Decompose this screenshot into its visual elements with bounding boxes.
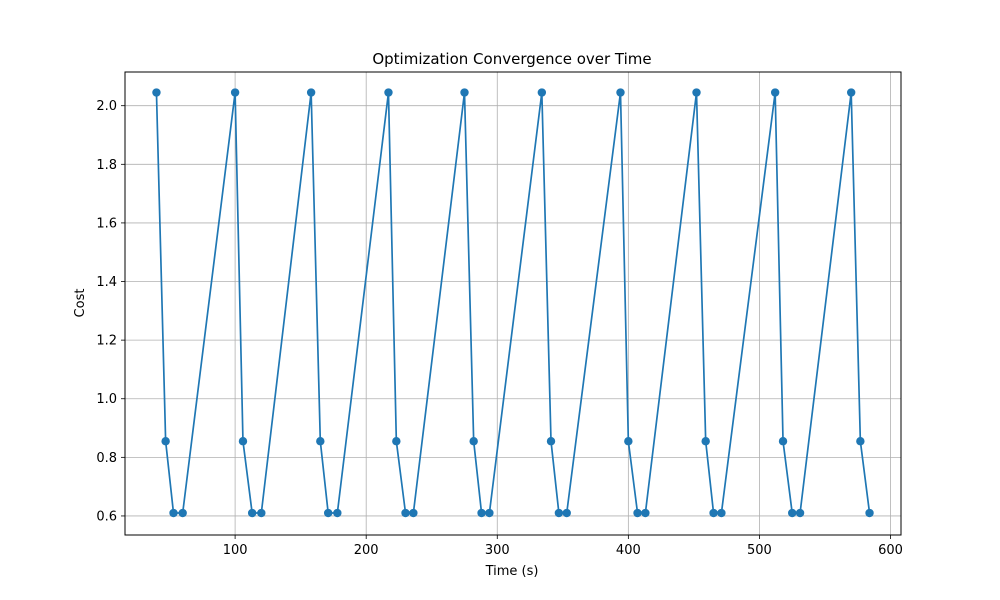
y-tick-label: 1.8 <box>96 158 117 173</box>
data-point <box>485 508 494 518</box>
y-tick-label: 2.0 <box>96 99 117 114</box>
data-point <box>333 508 342 518</box>
y-tick-label: 1.6 <box>96 216 117 231</box>
x-axis-label: Time (s) <box>485 564 539 579</box>
y-tick-label: 1.0 <box>96 392 117 407</box>
data-point <box>230 88 240 97</box>
data-point <box>384 88 393 97</box>
data-point <box>778 437 788 446</box>
data-point <box>624 437 633 446</box>
data-point <box>323 508 333 518</box>
series-layer <box>152 88 874 518</box>
data-point <box>709 508 718 518</box>
data-point <box>401 508 410 518</box>
y-tick-label: 1.2 <box>96 334 117 349</box>
data-point <box>306 88 316 97</box>
x-tick-label: 200 <box>354 543 379 558</box>
data-point <box>257 508 266 518</box>
data-point <box>692 88 701 97</box>
data-point <box>161 437 170 446</box>
data-point <box>247 508 257 518</box>
data-point <box>460 88 469 97</box>
x-tick-label: 500 <box>747 543 772 558</box>
data-point <box>238 437 248 446</box>
data-point <box>795 508 805 518</box>
x-tick-label: 300 <box>485 543 510 558</box>
data-point <box>633 508 642 518</box>
data-point <box>788 508 797 518</box>
chart-title: Optimization Convergence over Time <box>372 50 651 68</box>
y-tick-label: 0.6 <box>96 509 117 524</box>
data-point <box>846 88 856 97</box>
data-point <box>409 508 418 518</box>
series-line <box>155 91 871 514</box>
data-point <box>316 437 325 446</box>
y-axis-ticks: 0.6 0.8 1.0 1.2 1.4 1.6 1.8 2.0 <box>96 99 125 524</box>
x-tick-label: 100 <box>223 543 248 558</box>
x-tick-label: 600 <box>878 543 903 558</box>
data-point <box>562 508 571 518</box>
x-axis-ticks: 100 200 300 400 500 600 <box>223 535 903 558</box>
data-point <box>469 437 478 446</box>
data-point <box>178 508 187 518</box>
data-point <box>546 437 556 446</box>
data-point <box>717 508 726 518</box>
data-point <box>537 88 547 97</box>
y-tick-label: 1.4 <box>96 275 117 290</box>
plot-frame <box>124 71 902 536</box>
x-tick-label: 400 <box>616 543 641 558</box>
data-point <box>641 508 650 518</box>
grid <box>125 72 901 535</box>
data-point <box>477 508 486 518</box>
data-point <box>169 508 178 518</box>
data-point <box>392 437 401 446</box>
data-point <box>152 88 161 97</box>
data-point <box>701 437 710 446</box>
data-point <box>616 88 625 97</box>
data-point <box>770 88 780 97</box>
data-point <box>554 508 564 518</box>
y-tick-label: 0.8 <box>96 451 117 466</box>
data-point <box>865 508 874 518</box>
data-point <box>856 437 865 446</box>
y-axis-label: Cost <box>73 289 88 318</box>
